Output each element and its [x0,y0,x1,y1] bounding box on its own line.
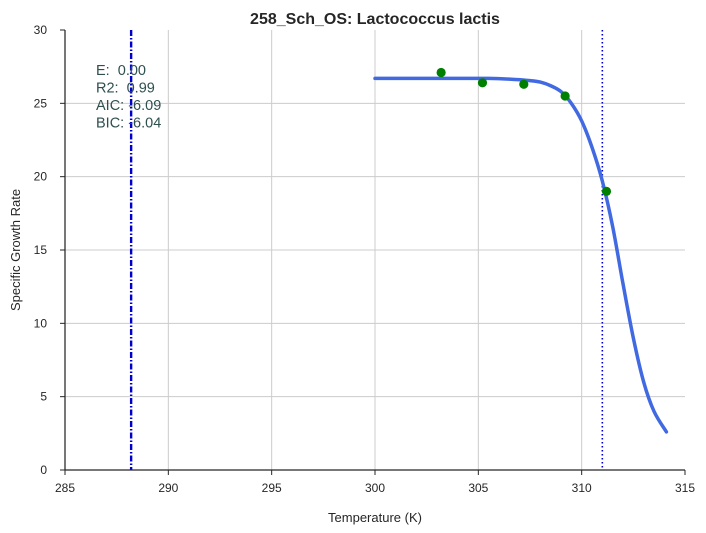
data-point [436,67,446,78]
y-tick-label: 15 [34,243,48,257]
fit-stat-line: R2: 0.99 [96,81,155,97]
x-tick-label: 305 [468,481,488,495]
x-tick-label: 295 [262,481,282,495]
grid [65,30,685,470]
fit-stat-line: E: 0.00 [96,63,146,79]
data-point [519,79,529,89]
fit-stat-line: AIC: -6.09 [96,98,161,114]
data-point [477,78,488,88]
vertical-lines [129,30,604,470]
y-tick-label: 5 [40,390,47,404]
fit-curve-line [373,76,669,434]
x-tick-label: 300 [365,481,385,495]
data-point [560,91,570,101]
y-tick-label: 10 [34,316,48,330]
x-tick-label: 285 [55,481,75,495]
series [373,67,669,434]
chart-title: 258_Sch_OS: Lactococcus lactis [250,11,500,28]
y-tick-label: 0 [40,463,47,477]
y-tick-label: 30 [34,23,48,37]
y-tick-label: 25 [34,96,48,110]
x-tick-label: 315 [675,481,695,495]
y-tick-label: 20 [34,170,48,184]
data-point [601,186,612,196]
x-tick-label: 290 [158,481,178,495]
x-tick-label: 310 [572,481,592,495]
ticks: 285 290 295 300 305 310 315 0 5 10 15 20 25 30 [34,23,696,495]
fit-stat-line: BIC: -6.04 [96,116,161,132]
x-axis-label: Temperature (K) [328,510,422,525]
y-axis-label: Specific Growth Rate [8,189,23,311]
